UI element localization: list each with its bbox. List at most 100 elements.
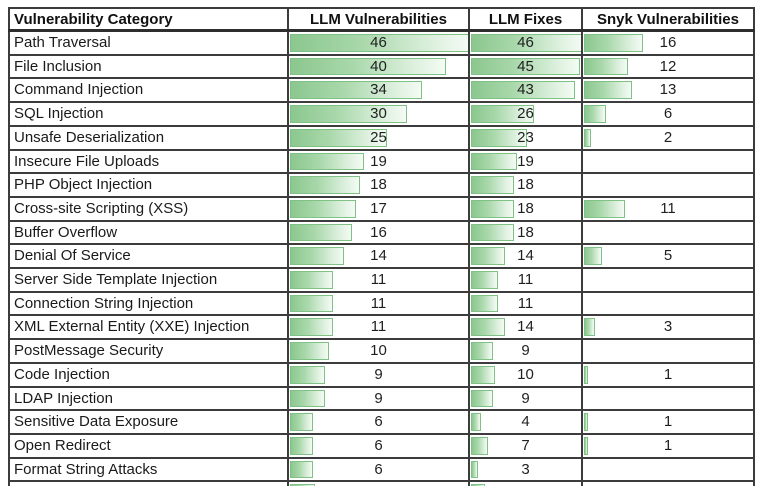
cell-value: 11 — [517, 294, 534, 312]
table-row: PHP Object Injection 18 18 — [8, 172, 755, 198]
table-row-partial — [8, 480, 755, 486]
data-bar — [290, 318, 333, 337]
bar-cell: 6 — [287, 432, 470, 459]
cell-value: 3 — [521, 460, 530, 478]
data-bar — [584, 128, 592, 147]
bar-cell: 40 — [287, 53, 470, 80]
bar-cell: 43 — [468, 77, 583, 104]
bar-cell: 17 — [287, 195, 470, 222]
data-bar — [290, 152, 364, 171]
data-bar — [290, 81, 423, 100]
bar-cell: 3 — [468, 456, 583, 483]
bar-cell: 10 — [287, 338, 470, 364]
column-header-llm-fixes: LLM Fixes — [468, 7, 583, 32]
cell-value: 25 — [370, 128, 387, 146]
cell-value: 2 — [663, 128, 673, 146]
category-cell: Path Traversal — [8, 29, 289, 56]
data-bar — [584, 318, 596, 337]
cell-value: 43 — [517, 81, 534, 99]
table-row: Command Injection 34 43 13 — [8, 77, 755, 104]
category-cell: Insecure File Uploads — [8, 148, 289, 175]
bar-cell: 18 — [468, 195, 583, 222]
data-bar — [290, 105, 407, 123]
cell-value: 18 — [517, 176, 534, 194]
data-bar — [471, 176, 515, 194]
table-row: Sensitive Data Exposure 6 4 1 — [8, 409, 755, 435]
data-bar — [471, 436, 488, 455]
table-row: Cross-site Scripting (XSS) 17 18 11 — [8, 195, 755, 222]
bar-cell — [581, 456, 755, 483]
cell-value: 14 — [517, 318, 534, 336]
bar-cell: 6 — [287, 409, 470, 435]
bar-cell: 19 — [468, 148, 583, 175]
bar-cell: 9 — [468, 338, 583, 364]
data-bar — [471, 34, 580, 52]
cell-value: 18 — [517, 223, 534, 241]
data-bar — [584, 436, 588, 455]
category-cell: Cross-site Scripting (XSS) — [8, 195, 289, 222]
data-bar — [290, 176, 361, 194]
data-bar — [290, 199, 357, 218]
cell-value: 12 — [659, 57, 677, 75]
data-bar — [471, 105, 534, 123]
bar-cell — [581, 385, 755, 412]
bar-cell: 6 — [287, 456, 470, 483]
cell-value: 10 — [517, 365, 534, 383]
data-bar — [471, 199, 515, 218]
data-bar — [290, 57, 446, 76]
cell-value: 16 — [370, 223, 387, 241]
table-row: Path Traversal 46 46 16 — [8, 29, 755, 56]
cell-value: 18 — [517, 199, 534, 217]
bar-cell — [581, 148, 755, 175]
data-bar — [290, 413, 314, 431]
table-row: Server Side Template Injection 11 11 — [8, 267, 755, 293]
data-bar — [471, 413, 481, 431]
bar-cell: 12 — [581, 53, 755, 80]
bar-cell: 1 — [581, 432, 755, 459]
cell-value: 45 — [517, 57, 534, 75]
data-bar — [290, 247, 345, 266]
cell-value: 11 — [517, 271, 534, 289]
data-bar — [471, 389, 493, 408]
bar-cell — [581, 219, 755, 246]
bar-cell: 23 — [468, 124, 583, 151]
bar-cell — [581, 172, 755, 198]
table-row: Insecure File Uploads 19 19 — [8, 148, 755, 175]
cell-value: 9 — [374, 365, 383, 383]
cell-value: 1 — [663, 413, 673, 431]
category-cell: Denial Of Service — [8, 243, 289, 270]
cell-value: 16 — [659, 34, 677, 51]
cell-value: 19 — [517, 152, 534, 170]
data-bar — [584, 413, 588, 431]
data-bar — [290, 460, 314, 479]
bar-cell: 5 — [581, 243, 755, 270]
data-bar — [471, 342, 493, 360]
bar-cell — [581, 480, 755, 486]
bar-cell: 11 — [287, 290, 470, 317]
data-bar — [471, 460, 479, 479]
category-cell: SQL Injection — [8, 101, 289, 127]
category-cell: Server Side Template Injection — [8, 267, 289, 293]
cell-value: 46 — [370, 34, 387, 51]
cell-value: 14 — [517, 247, 534, 265]
data-bar — [471, 247, 505, 266]
table-row: Open Redirect 6 7 1 — [8, 432, 755, 459]
bar-cell: 19 — [287, 148, 470, 175]
data-bar — [471, 57, 580, 76]
table-row: Code Injection 9 10 1 — [8, 361, 755, 388]
data-bar — [471, 484, 486, 486]
cell-value: 6 — [663, 105, 673, 123]
cell-value: 9 — [374, 389, 383, 407]
bar-cell — [581, 267, 755, 293]
data-bar — [471, 223, 515, 242]
bar-cell: 9 — [287, 385, 470, 412]
category-cell: File Inclusion — [8, 53, 289, 80]
data-bar — [290, 342, 329, 360]
cell-value: 46 — [517, 34, 534, 51]
bar-cell: 30 — [287, 101, 470, 127]
column-header-llm-vulnerabilities: LLM Vulnerabilities — [287, 7, 470, 32]
table-row: Unsafe Deserialization 25 23 2 — [8, 124, 755, 151]
table-row: XML External Entity (XXE) Injection 11 1… — [8, 314, 755, 341]
data-bar — [584, 247, 603, 266]
